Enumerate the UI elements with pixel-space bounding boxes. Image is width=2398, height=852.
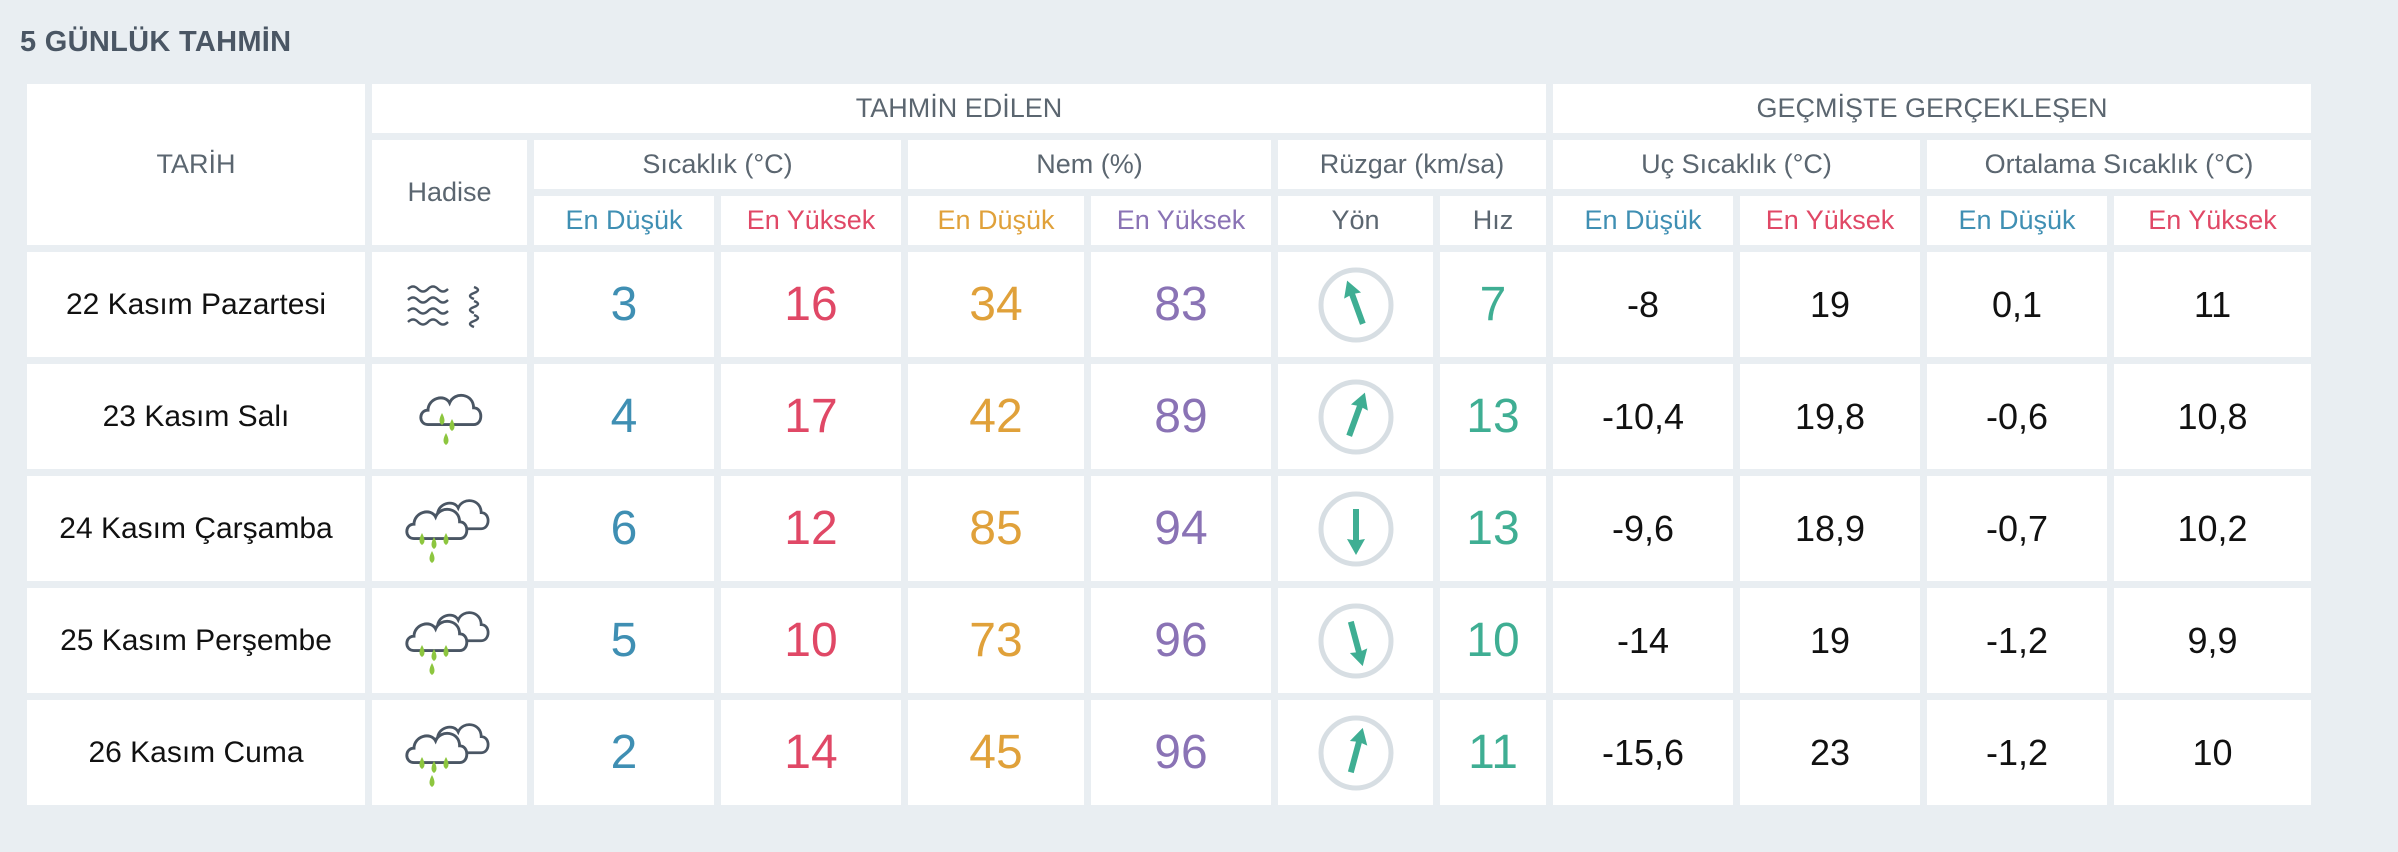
cell-ext-high: 19 [1740,252,1920,357]
cell-avg-low: 0,1 [1927,252,2107,357]
header-temperature: Sıcaklık (°C) [534,140,901,189]
cell-hum-low: 85 [908,476,1084,581]
cell-date: 25 Kasım Perşembe [27,588,365,693]
cell-hum-high: 83 [1091,252,1271,357]
table-row: 24 Kasım Çarşamba 6 12 85 94 13 -9,6 18,9 -0,7 10… [27,476,2311,581]
cell-wind-direction [1278,588,1433,693]
cell-temp-low: 5 [534,588,714,693]
cell-ext-high: 23 [1740,700,1920,805]
cell-ext-low: -9,6 [1553,476,1733,581]
cell-temp-high: 17 [721,364,901,469]
header-ext-low: En Düşük [1553,196,1733,245]
wind-direction-icon [1318,603,1393,678]
cell-temp-high: 10 [721,588,901,693]
header-temp-high: En Yüksek [721,196,901,245]
cell-date: 26 Kasım Cuma [27,700,365,805]
header-humidity: Nem (%) [908,140,1271,189]
cell-avg-low: -1,2 [1927,700,2107,805]
cell-ext-low: -8 [1553,252,1733,357]
cell-ext-high: 19,8 [1740,364,1920,469]
cell-hum-high: 96 [1091,700,1271,805]
cell-avg-low: -0,7 [1927,476,2107,581]
cell-wind-speed: 11 [1440,700,1546,805]
cell-avg-low: -1,2 [1927,588,2107,693]
cell-wind-direction [1278,700,1433,805]
cell-avg-high: 11 [2114,252,2311,357]
cell-avg-low: -0,6 [1927,364,2107,469]
header-temp-low: En Düşük [534,196,714,245]
cell-wind-speed: 13 [1440,364,1546,469]
cell-ext-low: -15,6 [1553,700,1733,805]
header-ext-high: En Yüksek [1740,196,1920,245]
cell-hum-high: 96 [1091,588,1271,693]
header-hum-low: En Düşük [908,196,1084,245]
cell-ext-low: -14 [1553,588,1733,693]
cell-ext-low: -10,4 [1553,364,1733,469]
cell-wind-speed: 7 [1440,252,1546,357]
table-row: 23 Kasım Salı 4 17 42 89 13 -10,4 19,8 -0,6 10,8 [27,364,2311,469]
cell-date: 22 Kasım Pazartesi [27,252,365,357]
cell-temp-high: 14 [721,700,901,805]
cell-avg-high: 10 [2114,700,2311,805]
cell-event [372,700,527,805]
header-hum-high: En Yüksek [1091,196,1271,245]
header-event: Hadise [372,140,527,245]
header-avg-temp: Ortalama Sıcaklık (°C) [1927,140,2311,189]
header-wind-direction: Yön [1278,196,1433,245]
header-avg-high: En Yüksek [2114,196,2311,245]
cell-hum-high: 89 [1091,364,1271,469]
cell-hum-low: 73 [908,588,1084,693]
cell-event [372,588,527,693]
rain-icon [404,498,489,563]
cell-event [372,364,527,469]
cell-temp-low: 3 [534,252,714,357]
rain-icon [404,722,489,787]
wind-direction-icon [1318,379,1393,454]
header-wind-speed: Hız [1440,196,1546,245]
cell-wind-speed: 13 [1440,476,1546,581]
cell-temp-low: 4 [534,364,714,469]
cell-avg-high: 9,9 [2114,588,2311,693]
header-avg-low: En Düşük [1927,196,2107,245]
cell-ext-high: 18,9 [1740,476,1920,581]
page-title: 5 GÜNLÜK TAHMİN [20,26,292,58]
cell-wind-speed: 10 [1440,588,1546,693]
cell-hum-low: 34 [908,252,1084,357]
header-wind: Rüzgar (km/sa) [1278,140,1546,189]
cell-wind-direction [1278,476,1433,581]
header-date: TARİH [27,84,365,245]
table-row: 26 Kasım Cuma 2 14 45 96 11 -15,6 23 -1,2 10 [27,700,2311,805]
wind-direction-icon [1318,491,1393,566]
cell-date: 24 Kasım Çarşamba [27,476,365,581]
cell-wind-direction [1278,252,1433,357]
wind-direction-icon [1318,715,1393,790]
light-rain-icon [418,393,482,445]
table-row: 25 Kasım Perşembe 5 10 73 96 10 -14 19 -1,2 9,9 [27,588,2311,693]
cell-temp-high: 12 [721,476,901,581]
wind-direction-icon [1318,267,1393,342]
cell-avg-high: 10,8 [2114,364,2311,469]
header-forecast: TAHMİN EDİLEN [372,84,1546,133]
cell-temp-low: 6 [534,476,714,581]
cell-event [372,252,527,357]
cell-date: 23 Kasım Salı [27,364,365,469]
header-history: GEÇMİŞTE GERÇEKLEŞEN [1553,84,2311,133]
forecast-table: TARİH TAHMİN EDİLEN GEÇMİŞTE GERÇEKLEŞEN… [20,77,2318,812]
cell-temp-high: 16 [721,252,901,357]
cell-temp-low: 2 [534,700,714,805]
cell-hum-high: 94 [1091,476,1271,581]
fog-icon [406,284,479,328]
cell-avg-high: 10,2 [2114,476,2311,581]
cell-hum-low: 42 [908,364,1084,469]
cell-ext-high: 19 [1740,588,1920,693]
table-row: 22 Kasım Pazartesi 3 16 34 83 7 -8 19 0,1 11 [27,252,2311,357]
cell-event [372,476,527,581]
cell-wind-direction [1278,364,1433,469]
rain-icon [404,610,489,675]
header-extreme-temp: Uç Sıcaklık (°C) [1553,140,1920,189]
cell-hum-low: 45 [908,700,1084,805]
